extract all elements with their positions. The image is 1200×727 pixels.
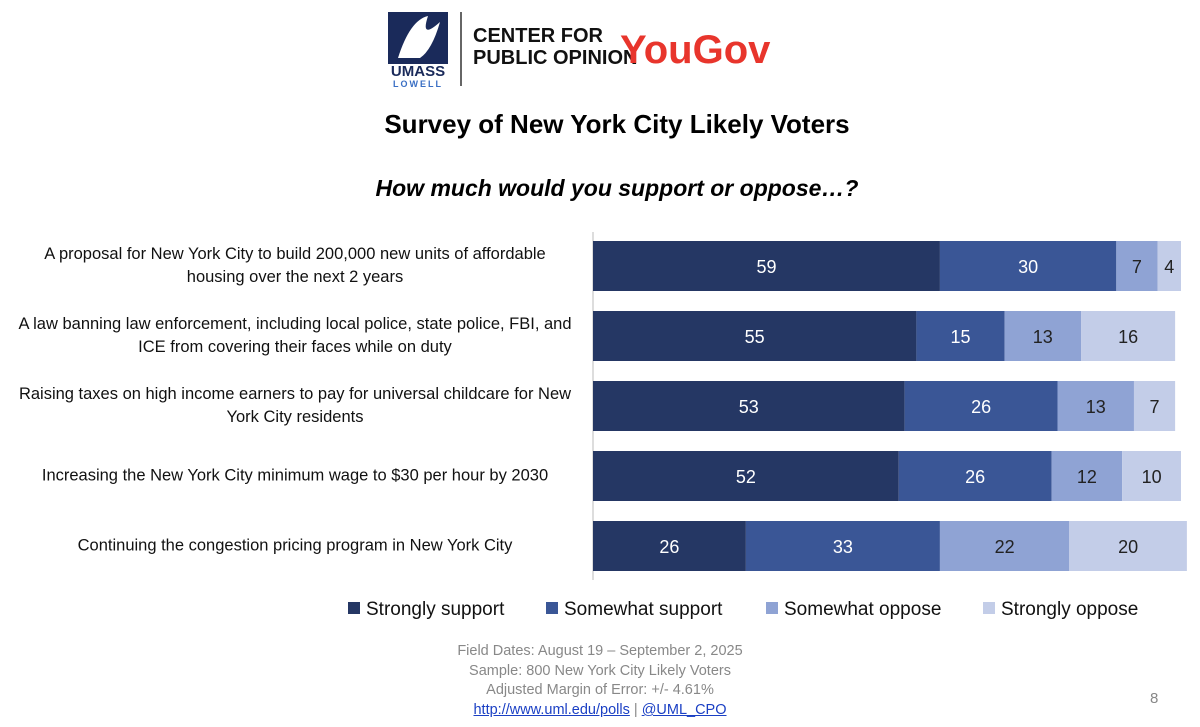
legend-swatch xyxy=(546,602,558,614)
category-label: Continuing the congestion pricing progra… xyxy=(77,536,513,555)
sample: Sample: 800 New York City Likely Voters xyxy=(469,663,731,679)
bar-segment xyxy=(1081,311,1176,361)
legend-swatch xyxy=(348,602,360,614)
logo-umass: UMASS xyxy=(391,63,445,80)
legend-label: Strongly oppose xyxy=(1001,599,1138,620)
logo-swoosh xyxy=(398,16,440,58)
category-label: Raising taxes on high income earners to … xyxy=(18,385,572,426)
data-label: 20 xyxy=(1118,537,1138,557)
bar-segment xyxy=(1133,381,1176,431)
bar-segment xyxy=(1069,521,1187,571)
handle-link[interactable]: @UML_CPO xyxy=(641,702,727,718)
margin-of-error: Adjusted Margin of Error: +/- 4.61% xyxy=(486,682,714,698)
chart-subtitle: How much would you support or oppose…? xyxy=(376,175,859,201)
data-label: 30 xyxy=(1018,257,1038,277)
data-label: 53 xyxy=(739,397,759,417)
bar-segment xyxy=(916,311,1005,361)
data-label: 33 xyxy=(833,537,853,557)
data-label: 10 xyxy=(1142,467,1162,487)
chart-title: Survey of New York City Likely Voters xyxy=(384,109,849,139)
data-label: 12 xyxy=(1077,467,1097,487)
bar-segment xyxy=(1057,381,1134,431)
legend-swatch xyxy=(983,602,995,614)
bar-segment xyxy=(593,451,899,501)
legend-label: Strongly support xyxy=(366,599,505,620)
separator: | xyxy=(633,702,638,718)
field-dates: Field Dates: August 19 – September 2, 20… xyxy=(457,643,743,659)
legend-label: Somewhat support xyxy=(564,599,723,620)
bar-segment xyxy=(593,521,746,571)
data-label: 7 xyxy=(1132,257,1142,277)
links: http://www.uml.edu/polls | @UML_CPO xyxy=(0,702,1200,718)
center-line1: CENTER FOR xyxy=(473,25,604,47)
category-label: A proposal for New York City to build 20… xyxy=(44,245,546,286)
data-label: 59 xyxy=(756,257,776,277)
polls-link[interactable]: http://www.uml.edu/polls xyxy=(473,702,630,718)
data-label: 52 xyxy=(736,467,756,487)
data-label: 13 xyxy=(1086,397,1106,417)
legend-swatch xyxy=(766,602,778,614)
data-label: 26 xyxy=(971,397,991,417)
bar-segment xyxy=(904,381,1058,431)
bar-segment xyxy=(593,311,917,361)
bar-segment xyxy=(745,521,940,571)
category-label: Increasing the New York City minimum wag… xyxy=(41,466,549,485)
data-label: 15 xyxy=(950,327,970,347)
bar-segment xyxy=(593,381,905,431)
bar-segment xyxy=(898,451,1052,501)
data-label: 13 xyxy=(1033,327,1053,347)
bar-segment xyxy=(593,241,940,291)
bar-segment xyxy=(1122,451,1181,501)
center-line2: PUBLIC OPINION xyxy=(473,47,637,69)
data-label: 55 xyxy=(745,327,765,347)
data-label: 7 xyxy=(1150,397,1160,417)
bar-segment xyxy=(939,521,1070,571)
legend-label: Somewhat oppose xyxy=(784,599,941,620)
data-label: 22 xyxy=(995,537,1015,557)
category-label: A law banning law enforcement, including… xyxy=(18,315,572,356)
bar-segment xyxy=(1116,241,1158,291)
yougov-logo: YouGov xyxy=(620,28,771,72)
page-number: 8 xyxy=(1150,690,1159,707)
bar-segment xyxy=(1051,451,1123,501)
bar-segment xyxy=(1004,311,1082,361)
data-label: 4 xyxy=(1164,257,1174,277)
data-label: 16 xyxy=(1118,327,1138,347)
logo-lowell: LOWELL xyxy=(393,79,443,89)
data-label: 26 xyxy=(659,537,679,557)
bar-segment xyxy=(1157,241,1181,291)
bar-segment xyxy=(939,241,1117,291)
data-label: 26 xyxy=(965,467,985,487)
